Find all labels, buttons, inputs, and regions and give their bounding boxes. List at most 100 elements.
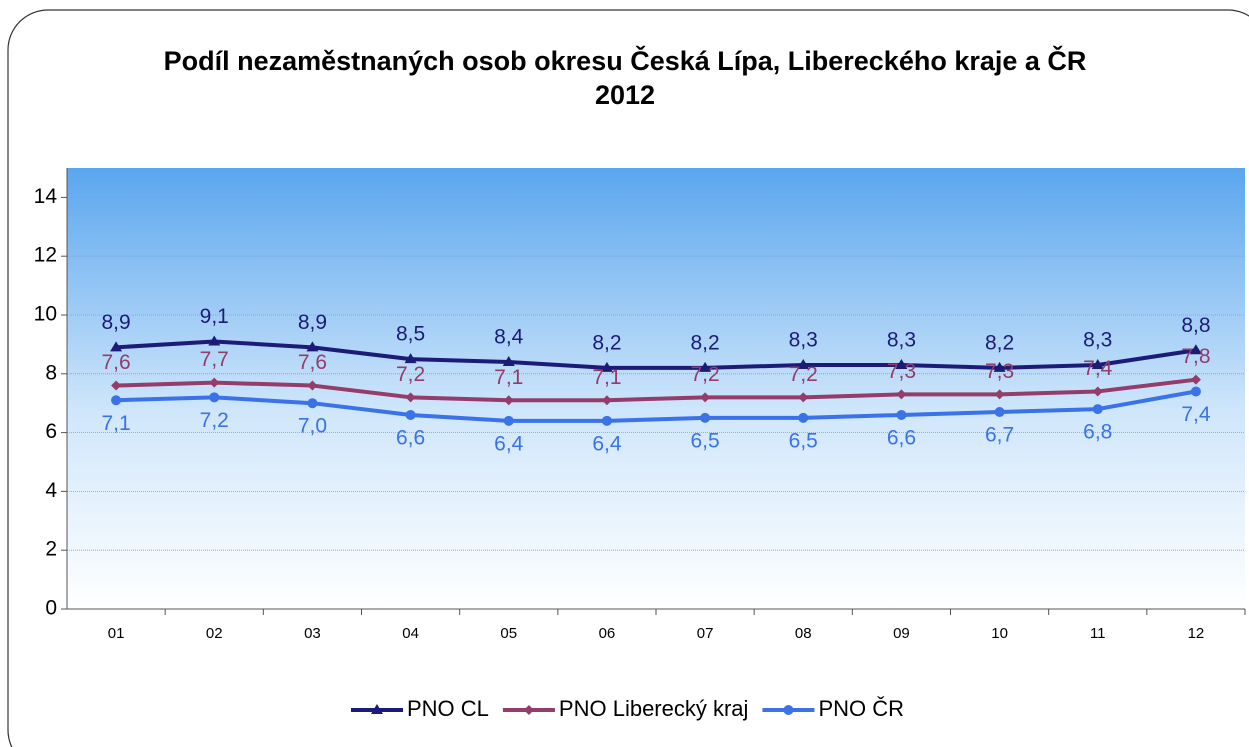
data-label: 7,1 (494, 366, 523, 389)
marker (209, 392, 220, 403)
marker (1190, 386, 1201, 397)
legend-label: PNO CL (407, 696, 489, 721)
marker (111, 395, 122, 406)
data-label: 7,6 (298, 351, 327, 374)
data-label: 6,7 (985, 424, 1014, 447)
legend: PNO CL PNO Liberecký kraj PNO ČR (351, 696, 904, 721)
marker (1190, 374, 1201, 385)
y-tick-label: 0 (45, 597, 57, 620)
x-tick-label: 10 (991, 625, 1008, 642)
x-tick-label: 01 (108, 625, 125, 642)
chart-title: Podíl nezaměstnaných osob okresu Česká L… (163, 46, 1087, 110)
plot-area (67, 168, 1245, 609)
marker (798, 412, 809, 423)
x-tick-label: 07 (697, 625, 714, 642)
marker (601, 415, 612, 426)
marker (371, 704, 383, 714)
marker (700, 392, 711, 403)
series-line (116, 389, 1197, 423)
data-label: 7,3 (887, 360, 916, 383)
data-label: 8,8 (1181, 314, 1210, 337)
data-label: 7,2 (396, 363, 425, 386)
data-label: 7,2 (789, 363, 818, 386)
data-label: 8,2 (985, 331, 1014, 354)
data-label: 6,5 (789, 429, 818, 452)
data-label: 7,0 (298, 415, 327, 438)
data-label: 6,4 (494, 432, 524, 455)
data-label: 8,5 (396, 323, 425, 346)
marker (797, 358, 810, 369)
marker (994, 389, 1005, 400)
marker (110, 341, 123, 352)
x-tick-label: 11 (1090, 625, 1106, 642)
data-label: 7,8 (1181, 345, 1210, 368)
x-tick-label: 02 (206, 625, 223, 642)
legend-label: PNO ČR (818, 696, 904, 721)
data-label: 6,6 (887, 427, 916, 450)
series-line (115, 339, 1197, 370)
marker (306, 341, 319, 352)
data-label: 7,4 (1181, 403, 1211, 426)
x-tick-label: 12 (1188, 625, 1205, 642)
y-tick-label: 4 (45, 479, 57, 502)
marker (1092, 404, 1103, 415)
y-tick-label: 12 (34, 244, 57, 267)
marker (895, 358, 908, 369)
data-label: 7,2 (690, 363, 719, 386)
marker (209, 377, 220, 388)
data-label: 6,6 (396, 427, 425, 450)
data-label: 8,3 (887, 329, 916, 352)
marker (503, 415, 514, 426)
marker (523, 705, 534, 715)
marker (601, 395, 612, 406)
data-label: 6,4 (592, 432, 622, 455)
marker (307, 380, 318, 391)
marker (700, 412, 711, 423)
marker (502, 356, 515, 367)
marker (1092, 386, 1103, 397)
data-label: 8,9 (101, 311, 130, 334)
data-label: 7,1 (592, 366, 621, 389)
x-tick-label: 05 (500, 625, 517, 642)
data-label: 6,5 (690, 429, 719, 452)
marker (798, 392, 809, 403)
data-label: 9,1 (200, 305, 229, 328)
x-tick-label: 04 (402, 625, 419, 642)
marker (600, 361, 613, 372)
marker (896, 409, 907, 420)
data-label: 7,6 (101, 351, 130, 374)
marker (1091, 358, 1104, 369)
data-label: 7,7 (200, 348, 229, 371)
data-label: 7,3 (985, 360, 1014, 383)
marker (307, 398, 318, 409)
x-tick-label: 09 (893, 625, 910, 642)
marker (405, 409, 416, 420)
marker (405, 392, 416, 403)
data-label: 8,4 (494, 326, 524, 349)
y-tick-label: 10 (34, 303, 57, 326)
marker (1189, 344, 1202, 355)
marker (503, 395, 514, 406)
legend-label: PNO Liberecký kraj (559, 696, 749, 721)
marker (404, 353, 417, 364)
data-label: 7,4 (1083, 357, 1113, 380)
marker (783, 705, 794, 715)
x-tick-label: 06 (599, 625, 616, 642)
data-label: 8,2 (592, 331, 621, 354)
marker (111, 380, 122, 391)
x-tick-label: 03 (304, 625, 321, 642)
x-tick-label: 08 (795, 625, 812, 642)
marker (208, 335, 221, 346)
marker (699, 361, 712, 372)
data-label: 8,9 (298, 311, 327, 334)
marker (993, 361, 1006, 372)
y-tick-label: 14 (34, 185, 58, 208)
y-tick-label: 6 (45, 420, 57, 443)
data-label: 6,8 (1083, 421, 1112, 444)
series-line (116, 377, 1197, 403)
y-tick-label: 2 (45, 538, 57, 561)
data-label: 7,2 (200, 409, 229, 432)
data-label: 8,3 (1083, 329, 1112, 352)
